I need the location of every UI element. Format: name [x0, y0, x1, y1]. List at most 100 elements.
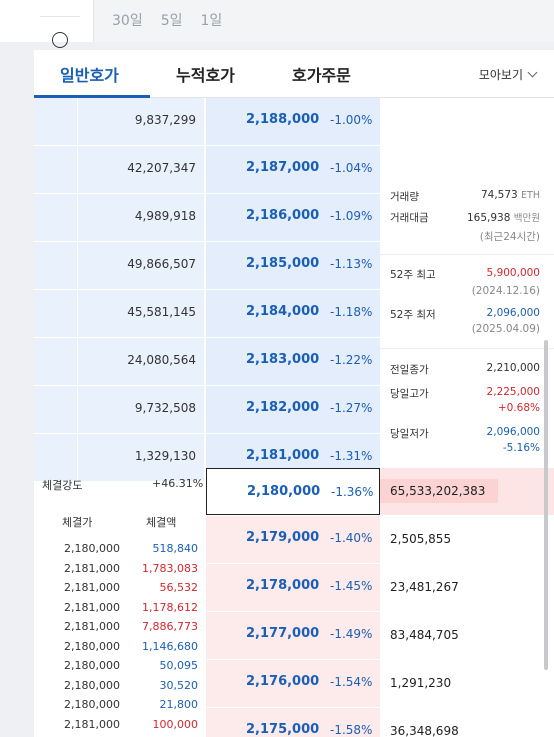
day-low-label: 당일저가 — [390, 428, 429, 440]
bid-row[interactable]: 2,177,000 -1.49% 83,484,705 — [206, 612, 554, 660]
current-bid-volume: 65,533,202,383 — [380, 479, 498, 503]
tab-general-orderbook[interactable]: 일반호가 — [60, 66, 119, 85]
bid-volume-cell: 1,291,230 — [380, 660, 554, 707]
bid-volume: 1,291,230 — [390, 676, 452, 690]
ask-row[interactable]: 4,989,918 2,186,000 -1.09% — [34, 194, 380, 242]
trade-price: 2,181,000 — [64, 620, 120, 633]
tab-orderbook-order[interactable]: 호가주문 — [292, 66, 351, 85]
view-all-label: 모아보기 — [478, 68, 523, 82]
trade-amount: 100,000 — [152, 717, 199, 731]
ask-pct: -1.31% — [330, 449, 373, 463]
volume-label: 거래량 — [390, 191, 419, 203]
bid-price: 2,175,000 — [246, 722, 320, 737]
high52-value: 5,900,000 — [486, 267, 540, 279]
chart-tool-column — [0, 0, 94, 48]
trade-price: 2,181,000 — [64, 581, 120, 594]
trade-amount: 518,840 — [152, 542, 199, 555]
trade-strength-value: +46.31% — [152, 477, 204, 490]
ask-price-cell[interactable]: 2,184,000 -1.18% — [206, 290, 380, 337]
info-divider — [380, 254, 554, 255]
current-price-row[interactable]: 2,180,000 -1.36% — [206, 468, 380, 515]
high52-label: 52주 최고 — [390, 269, 436, 281]
ask-volume-cell: 1,329,130 — [78, 434, 204, 481]
ask-strip — [34, 98, 78, 145]
trade-amount: 56,532 — [159, 581, 199, 594]
trade-row: 2,181,000 7,886,773 — [34, 620, 206, 640]
ask-row[interactable]: 24,080,564 2,183,000 -1.22% — [34, 338, 380, 386]
trade-amount: 21,800 — [159, 698, 199, 711]
bid-price-cell[interactable]: 2,175,000 -1.58% — [206, 708, 380, 737]
view-all-dropdown[interactable]: 모아보기 — [478, 66, 538, 83]
circle-tool-icon[interactable] — [52, 32, 68, 48]
ask-price: 2,181,000 — [246, 448, 320, 463]
ask-price: 2,185,000 — [246, 256, 320, 271]
orderbook-panel: 일반호가 누적호가 호가주문 모아보기 9,837,299 2,188,000 -1… — [34, 50, 554, 737]
ask-pct: -1.09% — [330, 209, 373, 223]
ask-price: 2,187,000 — [246, 160, 320, 175]
tab-cumulative-orderbook[interactable]: 누적호가 — [176, 66, 235, 85]
ask-volume-cell: 9,837,299 — [78, 98, 204, 145]
period-tab-30d[interactable]: 30일 — [112, 13, 143, 29]
ask-row[interactable]: 45,581,145 2,184,000 -1.18% — [34, 290, 380, 338]
trade-row: 2,180,000 1,146,680 — [34, 640, 206, 660]
period-tabs: 30일 5일 1일 — [112, 10, 222, 30]
bid-price: 2,176,000 — [246, 674, 320, 689]
ask-row[interactable]: 1,329,130 2,181,000 -1.31% — [34, 434, 380, 482]
trade-row: 2,181,000 1,783,083 — [34, 562, 206, 582]
ask-volume: 9,837,299 — [134, 113, 196, 127]
trade-amount: 50,095 — [159, 659, 199, 672]
bid-price-cell[interactable]: 2,178,000 -1.45% — [206, 564, 380, 611]
amount-value: 165,938 백만원 — [467, 212, 540, 224]
ask-pct: -1.27% — [330, 401, 373, 415]
period-tab-1d[interactable]: 1일 — [200, 13, 223, 29]
ask-price: 2,182,000 — [246, 400, 320, 415]
ask-price-cell[interactable]: 2,186,000 -1.09% — [206, 194, 380, 241]
current-pct: -1.36% — [331, 485, 374, 499]
scrollbar[interactable] — [544, 340, 548, 670]
tool-divider — [40, 16, 80, 17]
bid-pct: -1.40% — [330, 531, 373, 545]
bid-price-cell[interactable]: 2,179,000 -1.40% — [206, 516, 380, 563]
trade-amount: 7,886,773 — [142, 620, 198, 633]
ask-price-cell[interactable]: 2,187,000 -1.04% — [206, 146, 380, 193]
ask-price-cell[interactable]: 2,185,000 -1.13% — [206, 242, 380, 289]
ask-row[interactable]: 49,866,507 2,185,000 -1.13% — [34, 242, 380, 290]
trade-price: 2,180,000 — [64, 698, 120, 711]
ask-price-cell[interactable]: 2,188,000 -1.00% — [206, 98, 380, 145]
low52-label: 52주 최저 — [390, 309, 436, 321]
period-tab-5d[interactable]: 5일 — [160, 13, 183, 29]
trade-row: 2,181,000 100,000 — [34, 718, 206, 737]
bid-row[interactable]: 2,176,000 -1.54% 1,291,230 — [206, 660, 554, 708]
trade-amount: 1,783,083 — [142, 561, 198, 575]
ask-pct: -1.04% — [330, 161, 373, 175]
ask-row[interactable]: 9,732,508 2,182,000 -1.27% — [34, 386, 380, 434]
trade-price: 2,180,000 — [64, 678, 120, 692]
bid-row[interactable]: 2,179,000 -1.40% 2,505,855 — [206, 516, 554, 564]
bid-pct: -1.54% — [330, 675, 373, 689]
ask-price-cell[interactable]: 2,183,000 -1.22% — [206, 338, 380, 385]
prev-close-label: 전일종가 — [390, 364, 429, 376]
day-low-pct: -5.16% — [502, 442, 540, 454]
ask-price-cell[interactable]: 2,182,000 -1.27% — [206, 386, 380, 433]
bid-row[interactable]: 2,178,000 -1.45% 23,481,267 — [206, 564, 554, 612]
trade-row: 2,181,000 56,532 — [34, 581, 206, 601]
ask-price: 2,186,000 — [246, 208, 320, 223]
ask-price: 2,183,000 — [246, 352, 320, 367]
ask-volume-cell: 24,080,564 — [78, 338, 204, 385]
bid-price: 2,179,000 — [246, 530, 320, 545]
prev-close-value: 2,210,000 — [486, 362, 540, 374]
ask-row[interactable]: 9,837,299 2,188,000 -1.00% — [34, 98, 380, 146]
ask-row[interactable]: 42,207,347 2,187,000 -1.04% — [34, 146, 380, 194]
trade-row: 2,180,000 518,840 — [34, 542, 206, 562]
trades-price-header: 체결가 — [62, 516, 93, 529]
bid-price-cell[interactable]: 2,177,000 -1.49% — [206, 612, 380, 659]
ask-volume-cell: 45,581,145 — [78, 290, 204, 337]
bid-volume: 23,481,267 — [390, 580, 459, 594]
ask-strip — [34, 146, 78, 193]
info-divider — [380, 348, 554, 349]
bid-price-cell[interactable]: 2,176,000 -1.54% — [206, 660, 380, 707]
amount-label: 거래대금 — [390, 212, 429, 224]
ask-strip — [34, 386, 78, 433]
bid-row[interactable]: 2,175,000 -1.58% 36,348,698 — [206, 708, 554, 737]
